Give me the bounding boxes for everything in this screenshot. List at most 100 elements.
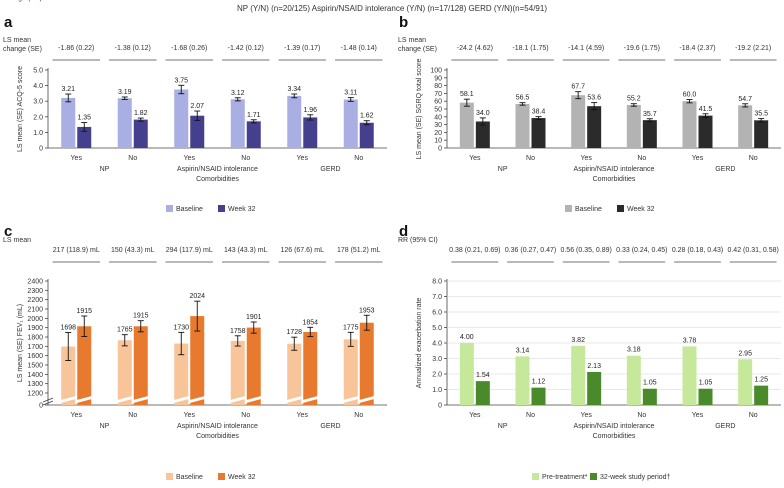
x-tick-label: Yes xyxy=(184,412,196,419)
y-tick-label: 2.0 xyxy=(432,372,442,379)
bar-series2 xyxy=(303,331,318,405)
x-tick-label: Yes xyxy=(297,412,309,419)
header-value: -14.1 (4.59) xyxy=(568,45,604,52)
y-tick-label: 4.0 xyxy=(432,341,442,348)
header-value: -18.4 (2.37) xyxy=(679,45,715,52)
bar-series2 xyxy=(531,118,546,148)
data-label: 35.5 xyxy=(754,111,768,118)
bar-series2 xyxy=(246,327,261,405)
data-label: 1.12 xyxy=(532,379,546,386)
y-tick-label: 6.0 xyxy=(432,310,442,317)
x-axis-label: Comorbidities xyxy=(593,433,636,440)
y-tick-label: 1900 xyxy=(27,325,43,332)
data-label: 1730 xyxy=(173,324,189,331)
legend-label: 32-week study period† xyxy=(600,474,671,481)
bar-series2 xyxy=(359,322,374,405)
panel-letter: b xyxy=(399,14,408,31)
y-tick-label: 1800 xyxy=(27,335,43,342)
bar-break-gap xyxy=(286,396,302,403)
bar-series1 xyxy=(287,95,302,148)
header-value: 0.33 (0.24, 0.45) xyxy=(616,247,667,254)
x-tick-label: Yes xyxy=(580,155,592,162)
data-label: 53.6 xyxy=(587,95,601,102)
header-value: -1.48 (0.14) xyxy=(341,45,377,52)
bar-series2 xyxy=(587,371,602,405)
bar-series1 xyxy=(61,97,76,148)
bar-series1 xyxy=(459,343,474,405)
bar-series2 xyxy=(77,326,92,405)
data-label: 3.18 xyxy=(627,347,641,354)
header-label: LS mean xyxy=(398,37,426,44)
header-value: 0.42 (0.31, 0.58) xyxy=(727,247,778,254)
data-label: 1915 xyxy=(133,313,149,320)
legend-swatch xyxy=(565,205,572,212)
y-tick-label: 2100 xyxy=(27,307,43,314)
x-tick-label: Yes xyxy=(692,412,704,419)
data-label: 1728 xyxy=(286,329,302,336)
data-label: 35.7 xyxy=(643,111,657,118)
bar-series1 xyxy=(571,345,586,405)
y-tick-label: 0 xyxy=(39,146,43,153)
x-tick-label: No xyxy=(241,412,250,419)
panel-letter: c xyxy=(4,223,12,240)
legend-swatch xyxy=(218,473,225,480)
y-axis-label: LS mean (SE) FEV₁ (mL) xyxy=(17,304,24,382)
y-tick-label: 1400 xyxy=(27,372,43,379)
legend-label: Baseline xyxy=(176,206,203,213)
legend-swatch xyxy=(218,205,225,212)
y-tick-label: 3.0 xyxy=(432,356,442,363)
y-tick-label: 70 xyxy=(434,91,442,98)
bar-break-gap xyxy=(302,396,318,403)
header-value: -1.38 (0.12) xyxy=(115,45,151,52)
legend-label: Baseline xyxy=(176,474,203,481)
bar-series2 xyxy=(531,387,546,405)
y-tick-label: 1200 xyxy=(27,391,43,398)
y-tick-label: 10 xyxy=(434,138,442,145)
bar-series2 xyxy=(133,326,148,405)
data-label: 1915 xyxy=(76,308,92,315)
y-tick-label: 1500 xyxy=(27,363,43,370)
header-label: change (SE) xyxy=(398,46,437,53)
bar-series2 xyxy=(359,122,374,148)
data-label: 38.4 xyxy=(532,109,546,116)
data-label: 1.05 xyxy=(699,380,713,387)
y-tick-label: 4.0 xyxy=(33,83,43,90)
x-tick-label: No xyxy=(354,155,363,162)
x-tick-label: No xyxy=(241,155,250,162)
x-tick-label: Yes xyxy=(469,412,481,419)
x-axis-label: Comorbidities xyxy=(196,176,239,183)
header-value: 178 (51.2) mL xyxy=(337,247,381,254)
y-tick-label: 2000 xyxy=(27,316,43,323)
bar-series1 xyxy=(459,102,474,148)
bar-series1 xyxy=(287,343,302,405)
x-tick-label: Yes xyxy=(297,155,309,162)
bar-series2 xyxy=(475,121,490,148)
x-tick-label: No xyxy=(637,412,646,419)
bar-break-gap xyxy=(246,396,262,403)
y-axis-label: Annualized exacerbation rate xyxy=(416,298,423,389)
data-label: 54.7 xyxy=(738,96,752,103)
data-label: 1.54 xyxy=(476,372,490,379)
bar-break-gap xyxy=(343,396,359,403)
x-tick-label: No xyxy=(526,412,535,419)
y-tick-label: 80 xyxy=(434,83,442,90)
header-label: LS mean xyxy=(3,37,31,44)
x-tick-label: Yes xyxy=(692,155,704,162)
group-label: Aspirin/NSAID intolerance xyxy=(177,166,258,173)
data-label: 3.21 xyxy=(61,86,75,93)
group-label: Aspirin/NSAID intolerance xyxy=(177,423,258,430)
header-value: -1.39 (0.17) xyxy=(284,45,320,52)
group-label: GERD xyxy=(715,423,735,430)
header-label: change (SE) xyxy=(3,46,42,53)
bar-series2 xyxy=(754,120,769,148)
data-label: 2.07 xyxy=(190,103,204,110)
legend-swatch xyxy=(166,473,173,480)
y-axis-label: LS mean (SE) SGRQ total score xyxy=(416,59,423,160)
bar-series2 xyxy=(77,126,92,148)
y-tick-label: 3.0 xyxy=(33,99,43,106)
header-value: -19.2 (2.21) xyxy=(735,45,771,52)
y-tick-label: 2200 xyxy=(27,297,43,304)
y-tick-label: 5.0 xyxy=(432,325,442,332)
bar-series2 xyxy=(133,119,148,148)
group-label: NP xyxy=(498,166,508,173)
